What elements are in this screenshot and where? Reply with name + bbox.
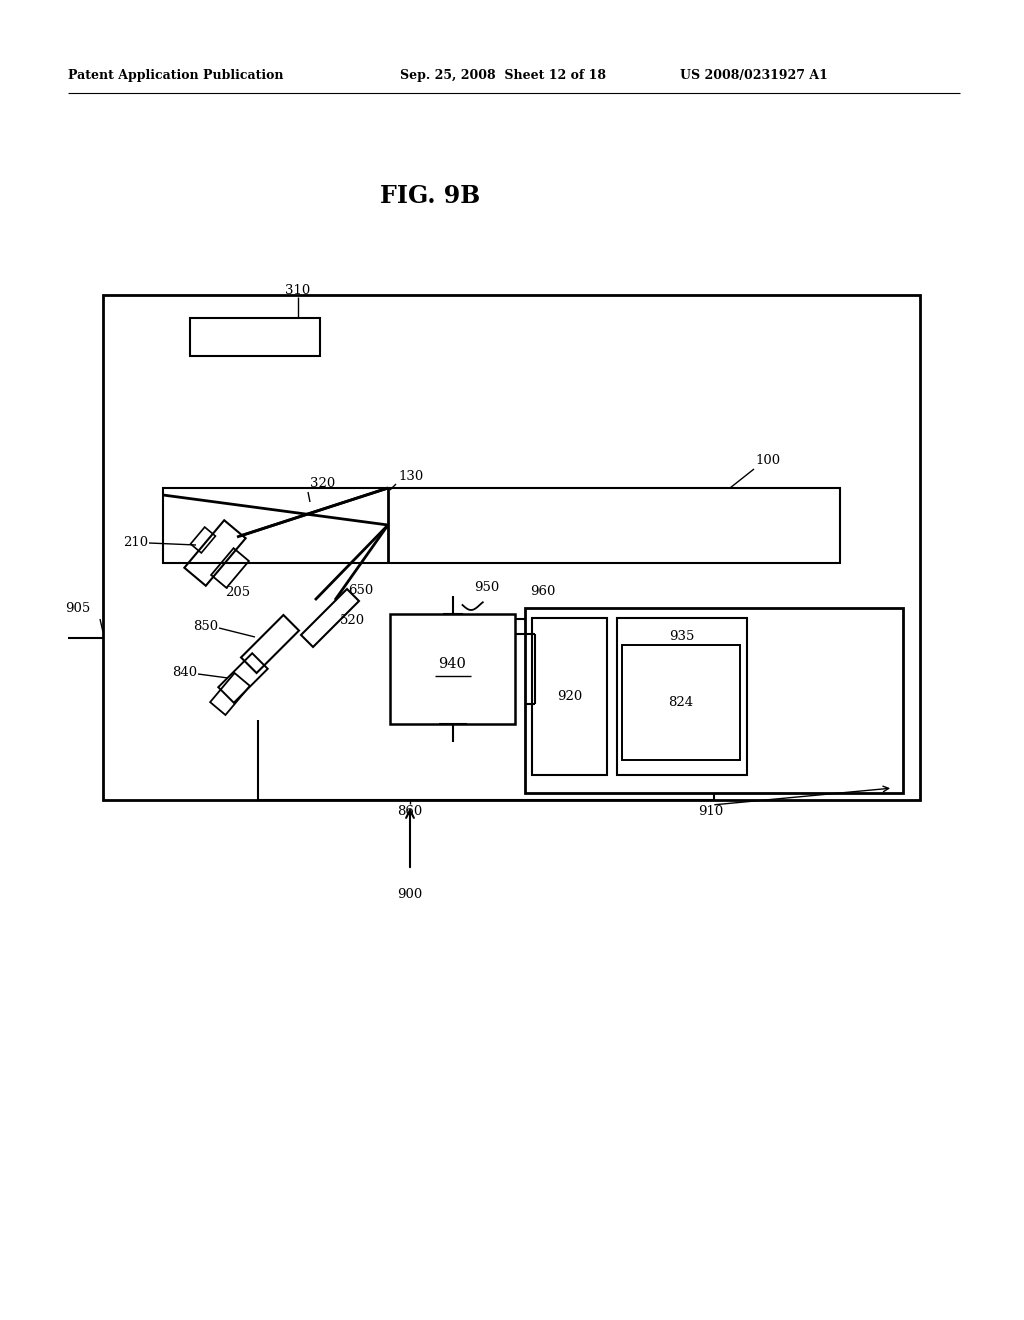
Text: 100: 100 bbox=[755, 454, 780, 467]
Bar bbox=[190, 527, 215, 553]
Text: 950: 950 bbox=[474, 581, 500, 594]
Bar bbox=[211, 548, 249, 587]
Text: 935: 935 bbox=[670, 630, 694, 643]
Text: 130: 130 bbox=[398, 470, 423, 483]
Text: 840: 840 bbox=[172, 665, 197, 678]
Text: 824: 824 bbox=[669, 696, 693, 709]
Text: 905: 905 bbox=[65, 602, 90, 615]
Text: Patent Application Publication: Patent Application Publication bbox=[68, 69, 284, 82]
Text: FIG. 9B: FIG. 9B bbox=[380, 183, 480, 209]
Text: 900: 900 bbox=[397, 888, 423, 902]
Bar bbox=[390, 614, 515, 723]
Text: 850: 850 bbox=[193, 619, 218, 632]
Bar bbox=[210, 673, 250, 715]
Text: 910: 910 bbox=[698, 805, 723, 818]
Bar bbox=[163, 488, 840, 564]
Bar bbox=[190, 318, 319, 356]
Text: 310: 310 bbox=[286, 284, 310, 297]
Bar bbox=[184, 520, 246, 586]
Bar bbox=[241, 615, 299, 673]
Bar bbox=[532, 618, 607, 775]
Text: 205: 205 bbox=[225, 586, 250, 599]
Text: US 2008/0231927 A1: US 2008/0231927 A1 bbox=[680, 69, 827, 82]
Bar bbox=[622, 645, 740, 760]
Text: 920: 920 bbox=[557, 690, 582, 704]
Bar bbox=[617, 618, 746, 775]
Bar bbox=[525, 609, 903, 793]
Text: 320: 320 bbox=[310, 477, 335, 490]
Text: 960: 960 bbox=[530, 585, 555, 598]
Bar bbox=[218, 653, 267, 702]
Text: 210: 210 bbox=[123, 536, 148, 549]
Text: Sep. 25, 2008  Sheet 12 of 18: Sep. 25, 2008 Sheet 12 of 18 bbox=[400, 69, 606, 82]
Text: 940: 940 bbox=[438, 657, 467, 671]
Bar bbox=[301, 589, 359, 647]
Bar bbox=[103, 294, 920, 800]
Text: 650: 650 bbox=[348, 583, 374, 597]
Text: 520: 520 bbox=[340, 614, 366, 627]
Text: 860: 860 bbox=[397, 805, 423, 818]
